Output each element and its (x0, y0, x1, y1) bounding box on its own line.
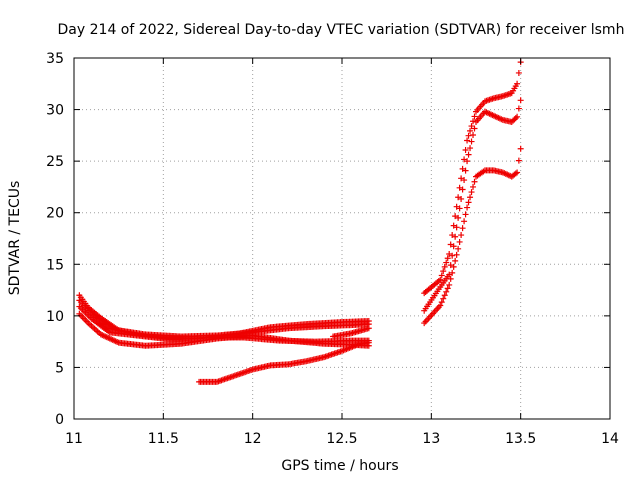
data-point (440, 268, 447, 275)
data-point (453, 251, 460, 258)
data-point (437, 276, 444, 283)
data-point (470, 118, 477, 125)
chart-title: Day 214 of 2022, Sidereal Day-to-day VTE… (58, 22, 625, 38)
x-tick-label: 13.5 (505, 431, 536, 447)
x-tick-label: 13 (422, 431, 440, 447)
x-tick-label: 12.5 (326, 431, 357, 447)
data-point (464, 137, 471, 144)
data-point (470, 132, 477, 139)
data-point (365, 318, 372, 325)
data-point (453, 224, 460, 231)
data-point (458, 195, 465, 202)
data-point (461, 177, 468, 184)
data-point (452, 233, 459, 240)
data-point (517, 97, 524, 104)
data-point (440, 295, 447, 302)
series-trace-7 (421, 59, 524, 297)
data-point (438, 272, 445, 279)
data-point (462, 167, 469, 174)
data-point (462, 211, 469, 218)
y-tick-label: 15 (46, 257, 64, 273)
data-point (441, 263, 448, 270)
data-point (517, 145, 524, 152)
data-point (461, 218, 468, 225)
data-point (437, 302, 444, 309)
data-point (514, 113, 521, 120)
data-point (458, 232, 465, 239)
x-tick-label: 11 (65, 431, 83, 447)
series-trace-9 (421, 145, 524, 327)
data-point (467, 145, 474, 152)
data-point (449, 252, 456, 259)
data-point (465, 199, 472, 206)
data-point (512, 115, 519, 122)
data-point (365, 325, 372, 332)
y-tick-label: 35 (46, 51, 64, 67)
data-point (471, 113, 478, 120)
data-point (365, 339, 372, 346)
data-point (471, 125, 478, 132)
data-point (444, 255, 451, 262)
x-tick-label: 14 (601, 431, 619, 447)
data-point (444, 285, 451, 292)
data-layer (76, 59, 524, 385)
data-point (515, 105, 522, 112)
data-point (459, 225, 466, 232)
y-tick-label: 25 (46, 154, 64, 170)
y-tick-label: 20 (46, 206, 64, 222)
y-tick-label: 5 (55, 360, 64, 376)
data-point (456, 238, 463, 245)
y-tick-label: 30 (46, 103, 64, 119)
y-axis-label: SDTVAR / TECUs (7, 181, 23, 296)
y-tick-label: 10 (46, 309, 64, 325)
data-point (450, 243, 457, 250)
data-point (514, 80, 521, 87)
tick-layer: 11 11.5 12 12.5 13 13.5 14 0 5 10 15 20 25 30 35 (46, 51, 619, 447)
data-point (514, 169, 521, 176)
data-point (467, 127, 474, 134)
data-point (443, 288, 450, 295)
x-tick-label: 11.5 (148, 431, 179, 447)
series-trace-6 (330, 325, 372, 340)
x-tick-label: 12 (244, 431, 262, 447)
data-point (464, 204, 471, 211)
data-point (450, 263, 457, 270)
data-point (455, 214, 462, 221)
data-point (447, 275, 454, 282)
data-point (470, 183, 477, 190)
data-point (465, 151, 472, 158)
series-trace-8 (421, 97, 524, 314)
grid-layer (74, 58, 610, 419)
x-axis-label: GPS time / hours (281, 458, 398, 474)
data-point (468, 138, 475, 145)
data-point (449, 269, 456, 276)
data-point (468, 189, 475, 196)
data-point (443, 259, 450, 266)
data-point (512, 170, 519, 177)
series-trace-5 (196, 339, 372, 385)
data-point (446, 281, 453, 288)
y-tick-label: 0 (55, 412, 64, 428)
data-point (441, 292, 448, 299)
data-point (464, 158, 471, 165)
data-point (467, 194, 474, 201)
series-trace-4 (76, 303, 372, 345)
data-point (452, 257, 459, 264)
data-point (462, 146, 469, 153)
data-point (455, 245, 462, 252)
data-point (438, 299, 445, 306)
data-point (465, 132, 472, 139)
data-point (459, 186, 466, 193)
data-point (456, 205, 463, 212)
data-point (515, 69, 522, 76)
data-point (515, 157, 522, 164)
data-point (471, 178, 478, 185)
